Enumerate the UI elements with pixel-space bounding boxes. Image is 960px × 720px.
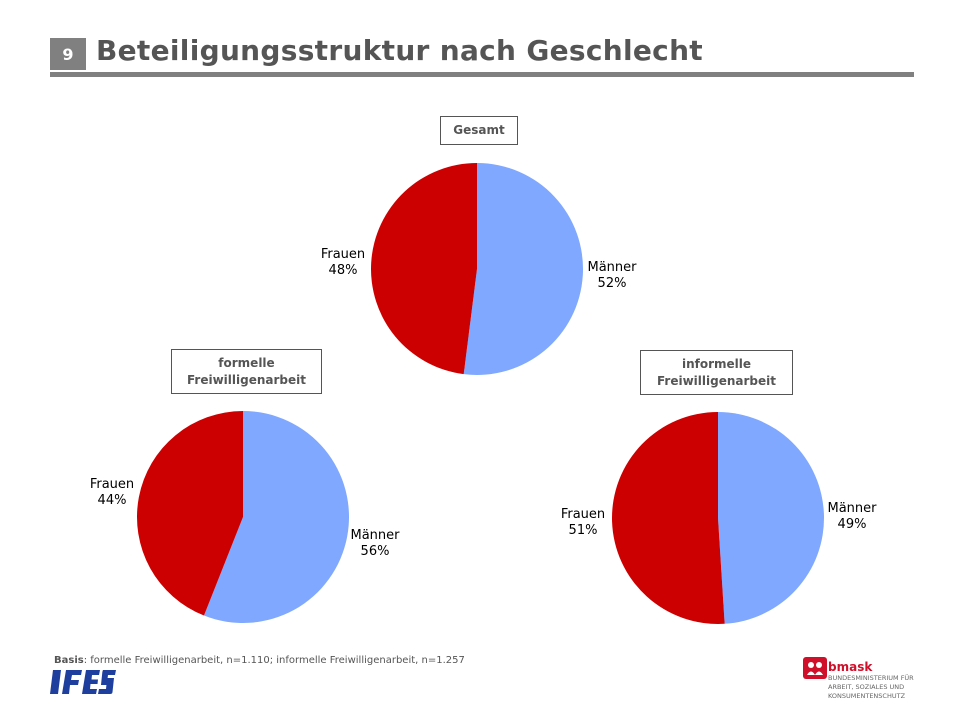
pie-label-frauen: Frauen 51% [561,507,605,538]
pie-label-category: Männer [350,528,400,543]
pie-label-value: 48% [329,263,358,278]
pie-slice-maenner [718,412,824,624]
pie-slice-maenner [203,411,349,624]
chart-title-formelle: formelle Freiwilligenarbeit [171,349,322,394]
title-divider [50,72,914,77]
pie-slice-frauen [136,411,243,616]
slide-number: 9 [50,38,86,70]
pie-label-frauen: Frauen 44% [90,477,134,508]
pie-chart-informelle: Männer 49% Frauen 51% [561,412,877,624]
basis-label: Basis [54,655,84,666]
pie-label-category: Männer [587,260,637,275]
bmask-logo-text: bmask BUNDESMINISTERIUM FÜR ARBEIT, SOZI… [828,660,928,701]
pie-label-value: 56% [361,544,390,559]
pie-label-value: 49% [838,517,867,532]
pie-slice-maenner [463,163,584,375]
pie-label-maenner: Männer 49% [827,501,877,532]
bmask-name: bmask [828,660,873,674]
pie-slice-frauen [371,163,477,375]
pie-label-category: Männer [827,501,877,516]
bmask-ministry: BUNDESMINISTERIUM FÜR ARBEIT, SOZIALES U… [828,674,914,700]
slide-title: Beteiligungsstruktur nach Geschlecht [96,34,703,67]
pie-chart-gesamt: Männer 52% Frauen 48% [321,163,637,375]
basis-text: : formelle Freiwilligenarbeit, n=1.110; … [83,655,465,666]
pie-label-maenner: Männer 56% [350,528,400,559]
basis-note: Basis: formelle Freiwilligenarbeit, n=1.… [54,655,465,666]
pie-label-value: 44% [98,493,127,508]
pie-label-value: 51% [569,523,598,538]
chart-title-gesamt: Gesamt [440,116,518,145]
chart-title-informelle: informelle Freiwilligenarbeit [640,350,793,395]
pie-label-frauen: Frauen 48% [321,247,365,278]
pie-label-category: Frauen [90,477,134,492]
pie-slice-frauen [611,412,725,624]
bmask-logo-icon [803,657,827,679]
pie-label-maenner: Männer 52% [587,260,637,291]
pie-label-category: Frauen [561,507,605,522]
pie-label-value: 52% [598,276,627,291]
pie-chart-formelle: Männer 56% Frauen 44% [90,411,400,624]
pie-label-category: Frauen [321,247,365,262]
ifes-logo [50,670,116,694]
